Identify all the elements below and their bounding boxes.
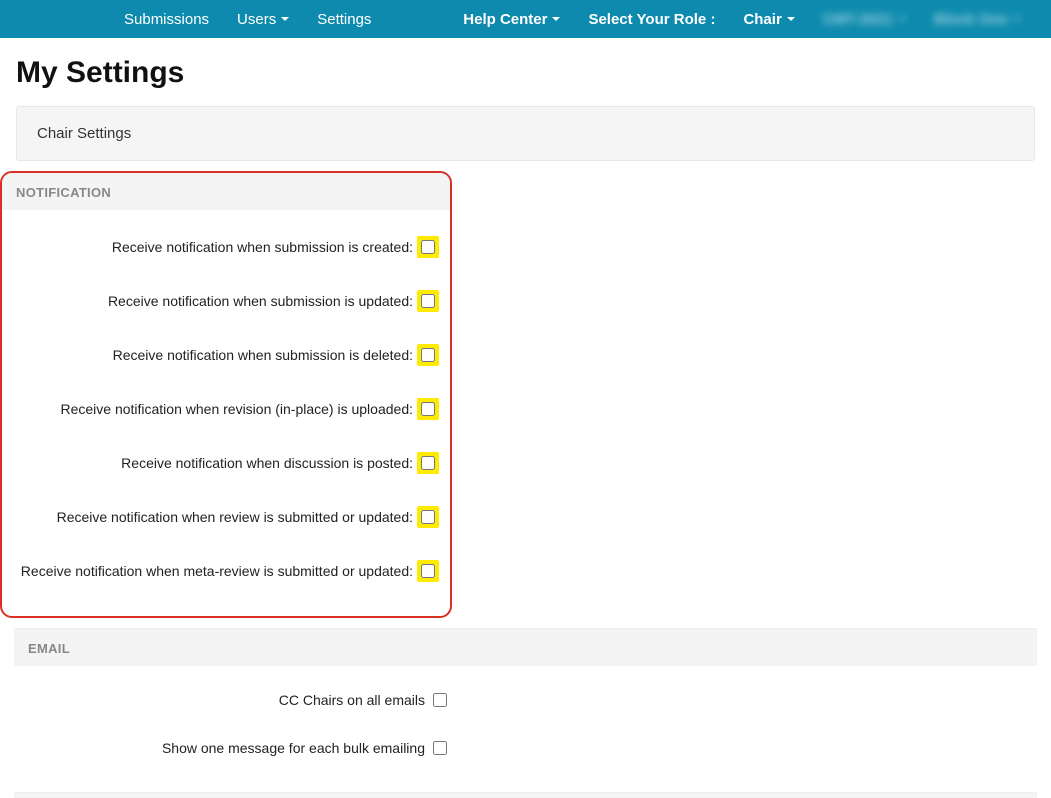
notification-checkbox-meta-review[interactable] xyxy=(421,564,435,578)
notification-checkbox-revision[interactable] xyxy=(421,402,435,416)
notification-row-review: Receive notification when review is subm… xyxy=(2,490,450,544)
email-row-cc-chairs: CC Chairs on all emails xyxy=(14,676,1037,724)
email-section: EMAIL CC Chairs on all emails Show one m… xyxy=(14,628,1037,782)
nav-blur-1[interactable]: CMT-2021 xyxy=(809,0,920,38)
notification-row-deleted: Receive notification when submission is … xyxy=(2,328,450,382)
notification-row-meta-review: Receive notification when meta-review is… xyxy=(2,544,450,598)
checkbox-wrap xyxy=(429,693,451,707)
checkbox-wrap xyxy=(429,741,451,755)
notification-checkbox-discussion[interactable] xyxy=(421,456,435,470)
notification-row-updated: Receive notification when submission is … xyxy=(2,274,450,328)
notification-checkbox-updated[interactable] xyxy=(421,294,435,308)
checkbox-wrap xyxy=(417,452,439,474)
notification-section: NOTIFICATION Receive notification when s… xyxy=(0,171,452,618)
nav-role-label-text: Select Your Role : xyxy=(588,11,715,28)
email-label-bulk-message: Show one message for each bulk emailing xyxy=(24,740,429,756)
email-header: EMAIL xyxy=(14,628,1037,666)
caret-down-icon xyxy=(1013,17,1021,21)
notification-row-created: Receive notification when submission is … xyxy=(2,220,450,274)
nav-users[interactable]: Users xyxy=(223,0,303,38)
notification-row-revision: Receive notification when revision (in-p… xyxy=(2,382,450,436)
checkbox-wrap xyxy=(417,236,439,258)
checkbox-wrap xyxy=(417,290,439,312)
email-checkbox-cc-chairs[interactable] xyxy=(433,693,447,707)
checkbox-wrap xyxy=(417,560,439,582)
panel-chair-settings: Chair Settings xyxy=(16,106,1035,161)
nav-role-value-text: Chair xyxy=(743,11,781,28)
notification-label-discussion: Receive notification when discussion is … xyxy=(12,455,417,471)
notification-label-meta-review: Receive notification when meta-review is… xyxy=(12,563,417,579)
nav-users-label: Users xyxy=(237,11,276,28)
nav-role-value[interactable]: Chair xyxy=(729,0,808,38)
nav-role-label: Select Your Role : xyxy=(574,0,729,38)
nav-submissions[interactable]: Submissions xyxy=(110,0,223,38)
nav-help-center[interactable]: Help Center xyxy=(449,0,574,38)
checkbox-wrap xyxy=(417,398,439,420)
checkbox-wrap xyxy=(417,506,439,528)
notification-body: Receive notification when submission is … xyxy=(2,210,450,608)
panel-header: Chair Settings xyxy=(17,107,1034,160)
email-label-cc-chairs: CC Chairs on all emails xyxy=(24,692,429,708)
email-row-bulk-message: Show one message for each bulk emailing xyxy=(14,724,1037,772)
notification-label-updated: Receive notification when submission is … xyxy=(12,293,417,309)
nav-submissions-label: Submissions xyxy=(124,11,209,28)
notification-label-deleted: Receive notification when submission is … xyxy=(12,347,417,363)
navbar: Submissions Users Settings Help Center S… xyxy=(0,0,1051,38)
notification-label-created: Receive notification when submission is … xyxy=(12,239,417,255)
notification-checkbox-review[interactable] xyxy=(421,510,435,524)
notification-row-discussion: Receive notification when discussion is … xyxy=(2,436,450,490)
notification-label-review: Receive notification when review is subm… xyxy=(12,509,417,525)
checkbox-wrap xyxy=(417,344,439,366)
notification-checkbox-created[interactable] xyxy=(421,240,435,254)
nav-blur-1-text: CMT-2021 xyxy=(823,11,893,28)
nav-right: Help Center Select Your Role : Chair CMT… xyxy=(449,0,1035,38)
notification-checkbox-deleted[interactable] xyxy=(421,348,435,362)
caret-down-icon xyxy=(552,17,560,21)
nav-blur-2[interactable]: Block One xyxy=(920,0,1035,38)
caret-down-icon xyxy=(898,17,906,21)
nav-left: Submissions Users Settings xyxy=(110,0,385,38)
caret-down-icon xyxy=(787,17,795,21)
page-title: My Settings xyxy=(16,56,1051,90)
nav-blur-2-text: Block One xyxy=(934,11,1008,28)
nav-settings[interactable]: Settings xyxy=(303,0,385,38)
email-checkbox-bulk-message[interactable] xyxy=(433,741,447,755)
bottom-divider xyxy=(14,792,1037,798)
nav-settings-label: Settings xyxy=(317,11,371,28)
notification-label-revision: Receive notification when revision (in-p… xyxy=(12,401,417,417)
notification-header: NOTIFICATION xyxy=(2,173,450,210)
nav-help-center-label: Help Center xyxy=(463,11,547,28)
caret-down-icon xyxy=(281,17,289,21)
email-body: CC Chairs on all emails Show one message… xyxy=(14,666,1037,782)
